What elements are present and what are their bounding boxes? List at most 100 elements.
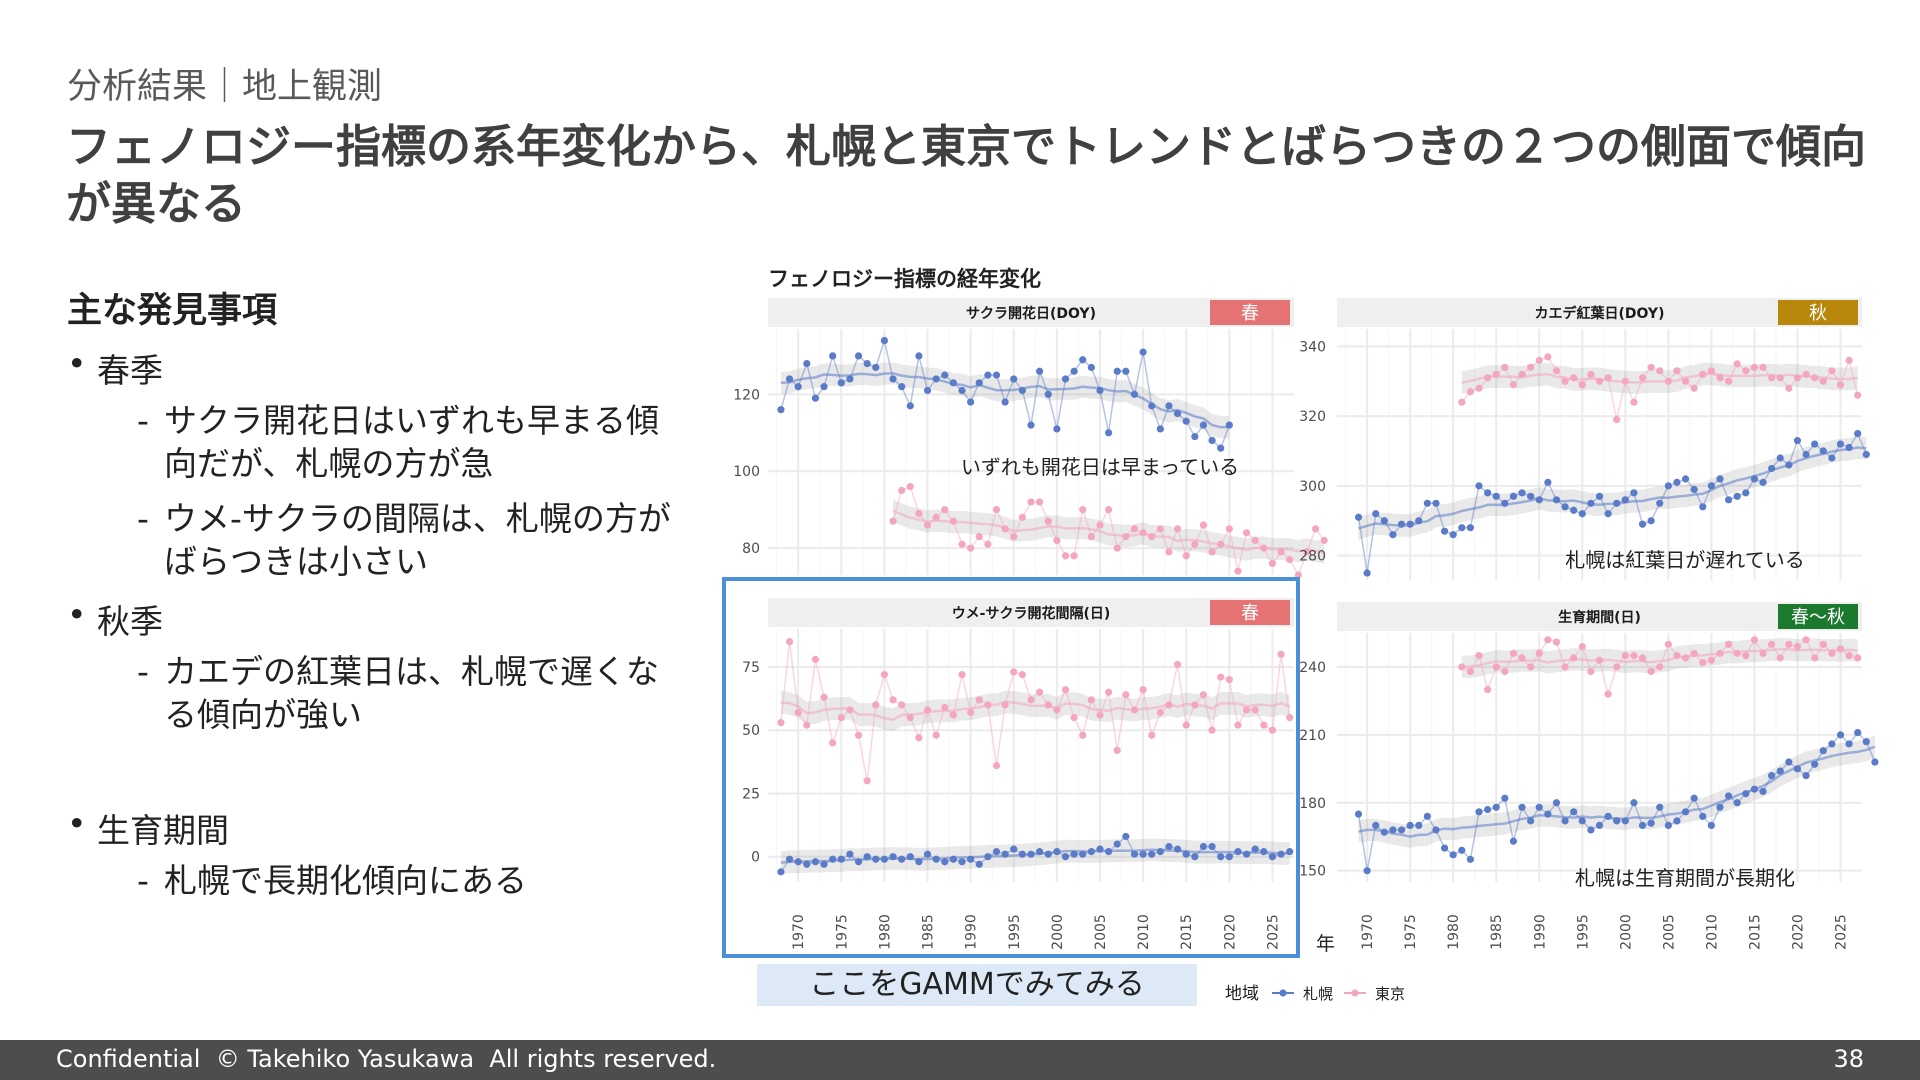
data-point: [1260, 544, 1268, 552]
data-point: [1793, 642, 1802, 651]
data-point: [1475, 384, 1483, 392]
data-point: [1836, 731, 1845, 739]
data-point: [1527, 363, 1535, 371]
data-point: [1595, 377, 1604, 385]
data-point: [1587, 826, 1595, 834]
data-point: [1785, 640, 1793, 648]
data-point: [1320, 536, 1328, 545]
data-point: [1768, 374, 1776, 382]
data-point: [1432, 826, 1440, 834]
data-point: [1681, 654, 1690, 662]
data-point: [1724, 640, 1733, 648]
plot-area: [1337, 633, 1862, 882]
data-point: [1354, 513, 1363, 521]
data-point: [1061, 552, 1070, 560]
data-point: [1509, 837, 1518, 845]
data-point: [1130, 525, 1139, 533]
data-point: [1397, 520, 1406, 528]
data-point: [1570, 506, 1578, 514]
data-point: [1225, 421, 1233, 429]
data-point: [1793, 436, 1802, 445]
data-point: [1621, 377, 1629, 385]
data-point: [1681, 808, 1690, 816]
data-point: [1139, 529, 1147, 537]
y-tick-label: 340: [1299, 339, 1326, 355]
y-tick-label: 300: [1299, 479, 1326, 495]
data-point: [1707, 821, 1715, 830]
data-point: [1010, 375, 1018, 383]
data-point: [1759, 787, 1767, 796]
data-point: [1561, 377, 1569, 385]
dash-mark: -: [137, 861, 149, 900]
data-point: [1733, 799, 1741, 807]
data-point: [1699, 503, 1707, 511]
data-point: [1802, 450, 1810, 459]
chart-legend: 地域 札幌 東京: [1225, 984, 1405, 1004]
data-point: [1811, 440, 1819, 448]
page-number: 38: [1833, 1045, 1864, 1073]
data-point: [1096, 521, 1104, 529]
data-point: [1716, 475, 1724, 483]
panel-title: サクラ開花日(DOY): [966, 305, 1096, 322]
data-point: [1535, 803, 1543, 811]
data-point: [1440, 527, 1449, 535]
data-point: [837, 379, 845, 387]
data-point: [1535, 356, 1543, 364]
data-point: [1733, 649, 1741, 657]
data-point: [1518, 370, 1526, 378]
data-point: [1199, 521, 1208, 529]
data-point: [1544, 810, 1552, 818]
legend-title: 地域: [1225, 984, 1259, 1004]
data-point: [1776, 454, 1784, 462]
data-point: [1819, 747, 1827, 755]
data-point: [1018, 386, 1026, 395]
data-point: [1113, 367, 1121, 375]
data-point: [1819, 447, 1827, 455]
data-point: [1389, 826, 1397, 834]
focus-box: [722, 577, 1300, 958]
data-point: [1527, 817, 1535, 825]
data-point: [1724, 496, 1733, 504]
data-point: [1036, 367, 1044, 375]
data-point: [1776, 767, 1784, 775]
data-point: [1699, 812, 1707, 820]
data-point: [1647, 517, 1655, 525]
data-point: [1027, 421, 1035, 429]
plot-area: [768, 329, 1294, 575]
data-point: [1587, 370, 1595, 378]
data-point: [1389, 531, 1397, 539]
x-tick-label: 2005: [1661, 914, 1677, 950]
data-point: [1303, 548, 1311, 556]
series-line: [1357, 731, 1876, 871]
data-point: [1449, 851, 1457, 859]
data-point: [1681, 377, 1690, 385]
data-point: [1793, 765, 1802, 773]
data-point: [1613, 663, 1621, 671]
bullet-dot: •: [67, 804, 87, 843]
data-point: [1613, 817, 1621, 825]
figure-title: フェノロジー指標の経年変化: [768, 267, 1041, 291]
data-point: [1191, 540, 1199, 548]
data-point: [1406, 821, 1414, 830]
season-badge-label: 春: [1241, 303, 1259, 324]
y-tick-label: 80: [742, 541, 760, 557]
spring-item-2-text: ウメ-サクラの間隔は、札幌の方がばらつきは小さい: [164, 499, 671, 581]
data-point: [906, 482, 914, 491]
data-point: [1372, 821, 1380, 830]
data-point: [1492, 370, 1500, 378]
x-tick-label: 1980: [1446, 914, 1462, 950]
data-point: [1621, 817, 1629, 825]
data-point: [1578, 381, 1586, 389]
trend-line: [892, 509, 1325, 554]
legend-key-point: [1351, 989, 1359, 997]
data-point: [872, 363, 880, 372]
x-tick-label: 2015: [1747, 914, 1763, 950]
dash-mark: -: [137, 652, 149, 691]
y-tick-label: 120: [733, 387, 760, 403]
data-point: [1217, 444, 1225, 452]
data-point: [1036, 498, 1044, 506]
y-tick-label: 320: [1299, 409, 1326, 425]
y-tick-label: 180: [1299, 796, 1326, 812]
data-point: [1380, 828, 1388, 836]
x-tick-label: 1970: [1360, 914, 1376, 950]
